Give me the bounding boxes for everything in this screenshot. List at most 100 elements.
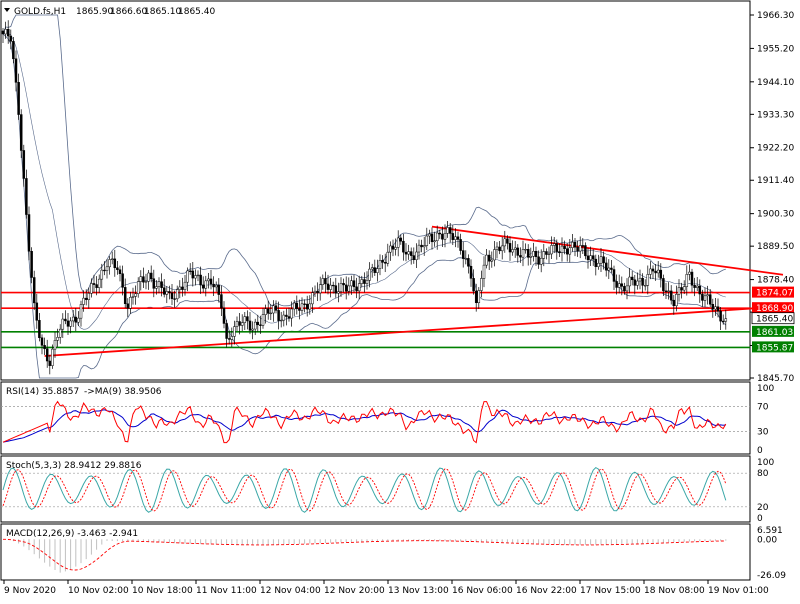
candle [607,259,611,280]
candle [459,233,462,255]
candle [363,272,366,293]
candle [311,287,314,313]
candle [165,286,169,304]
candle-body [376,268,379,273]
price-panel[interactable] [0,0,751,381]
price-tick-label: 1966.30 [757,11,794,21]
candle-body [485,254,488,266]
candle-body [339,283,343,292]
candle-body [617,283,621,288]
candle [152,269,156,298]
candle-body [682,286,686,291]
candle-body [719,310,722,322]
stoch-signal-line [2,468,727,512]
candle-body [664,290,668,292]
candle [693,277,696,297]
candle-body [58,328,62,338]
price-tick-label: 1889.50 [757,242,794,252]
candle-body [597,262,600,267]
candle [308,295,312,315]
candle-body [672,299,676,307]
candle-body [688,271,691,275]
time-tick-label: 10 Nov 18:00 [132,586,193,596]
candle [74,308,78,332]
candle [698,279,702,303]
candle-body [690,271,694,286]
candle [181,277,184,297]
candle [675,285,678,312]
candle-body [186,270,189,283]
candle [355,277,358,299]
candle [659,263,663,288]
collapse-triangle-icon[interactable] [4,8,10,12]
candle [378,254,382,276]
candle-body [381,259,384,263]
candle-body [599,256,603,264]
candle-body [300,303,304,311]
candle [25,169,28,219]
candle-body [97,278,101,288]
rsi-axis: 100 70 30 0 [757,384,774,456]
candle-body [82,297,85,305]
level-price-label: 1865.40 [756,315,793,325]
candle-body [298,308,301,311]
candle [4,21,7,39]
candle-body [329,284,332,290]
candle-body [4,28,7,35]
candle-body [30,250,33,278]
candle-body [212,283,215,288]
candle-body [344,284,348,292]
candle-body [389,245,392,253]
candle-body [308,303,312,310]
candle-body [493,249,496,261]
candle [586,248,590,269]
candle [48,354,52,375]
candle-body [126,303,130,309]
trendlines[interactable] [44,225,784,357]
candle-body [526,248,530,258]
time-tick-label: 19 Nov 01:00 [708,586,769,596]
candle-body [230,336,234,340]
candle-body [373,267,377,273]
candle-body [209,278,213,285]
candle [149,265,153,283]
candle-body [269,312,273,315]
candle [186,267,189,292]
candle-body [134,293,137,297]
candle [490,251,494,268]
candle [643,279,647,291]
candle [313,285,317,298]
candle [438,229,442,239]
trendline-1[interactable] [431,225,784,276]
candle [503,230,507,253]
candle [703,287,707,308]
candle [251,321,254,340]
candle [454,228,457,248]
candle [389,241,392,261]
candle [40,334,44,355]
candle [376,259,379,282]
candle-body [266,308,270,314]
candle-body [253,321,257,330]
candle [292,299,296,317]
trendline-0[interactable] [44,305,784,357]
candle [157,277,161,294]
candle-body [168,291,171,294]
candle [547,246,551,264]
candle-body [430,233,434,243]
candle-body [256,321,260,326]
candle-body [139,276,143,282]
candle [495,242,499,259]
candle-body [155,286,158,289]
candle [441,226,444,248]
candle-body [565,248,569,255]
macd-panel[interactable] [0,523,751,581]
indicator-axis-label: 0 [757,446,763,456]
candle-body [467,258,470,267]
candle-body [667,290,670,292]
candle-body [48,360,52,366]
macd-signal-line [3,538,726,571]
